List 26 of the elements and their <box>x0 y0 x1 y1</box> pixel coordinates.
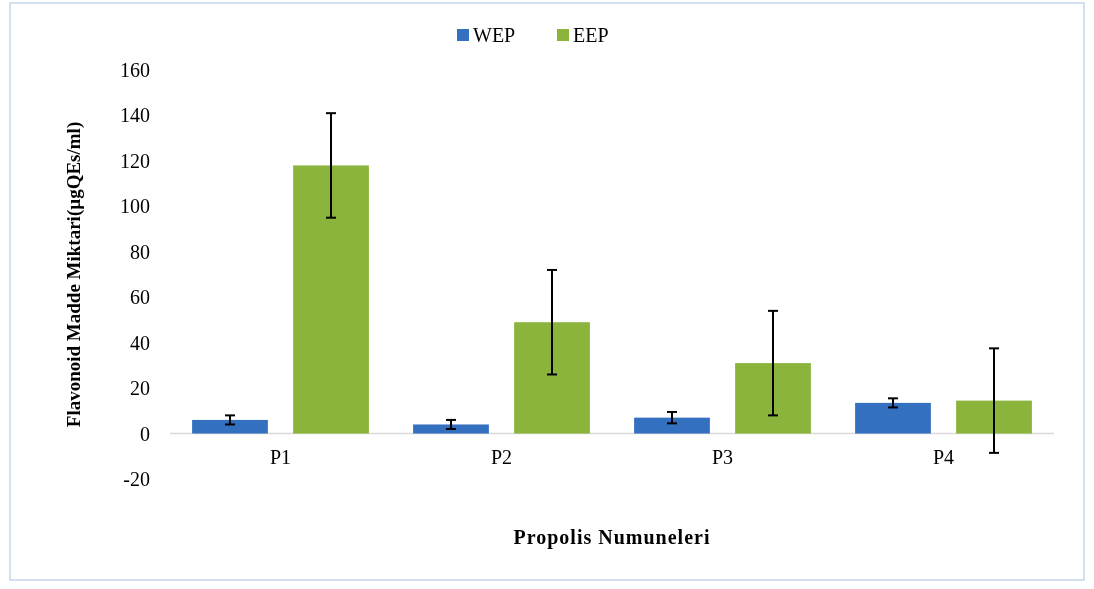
x-tick-label: P3 <box>711 445 734 468</box>
y-tick-label: 120 <box>120 149 150 172</box>
y-tick-label: 80 <box>130 240 150 263</box>
y-tick-label: 60 <box>130 286 150 309</box>
legend-label: WEP <box>473 24 516 46</box>
y-tick-label: 40 <box>130 331 150 354</box>
y-tick-label: 140 <box>120 104 150 127</box>
bar <box>192 419 268 434</box>
bar <box>413 424 489 434</box>
legend-label: EEP <box>573 24 609 46</box>
x-tick-label: P1 <box>269 445 292 468</box>
bar <box>293 165 369 434</box>
y-tick-label: 160 <box>120 59 150 81</box>
bar <box>634 417 710 434</box>
x-tick-label: P2 <box>490 445 513 468</box>
y-axis-title: Flavonoid Madde Miktari(µgQEs/ml) <box>63 121 85 428</box>
bar <box>514 322 590 434</box>
bar <box>956 400 1032 434</box>
y-tick-label: -20 <box>123 468 150 490</box>
bar <box>735 363 811 434</box>
bar <box>855 402 931 434</box>
y-tick-label: 20 <box>130 377 150 400</box>
x-tick-label: P4 <box>932 445 955 468</box>
x-axis-title: Propolis Numuneleri <box>513 526 711 549</box>
y-tick-label: 100 <box>120 195 150 218</box>
y-tick-label: 0 <box>140 422 150 445</box>
